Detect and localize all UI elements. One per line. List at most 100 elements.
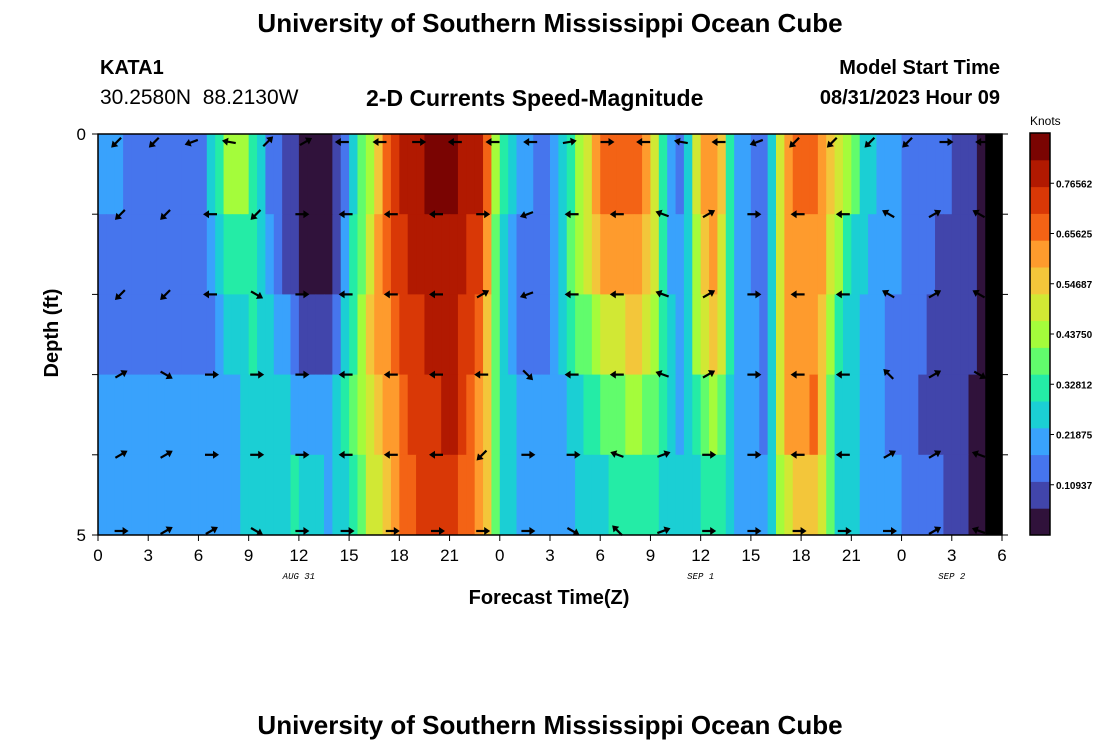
heatmap-cell bbox=[533, 374, 543, 456]
heatmap-cell bbox=[156, 454, 166, 536]
heatmap-cell bbox=[893, 374, 903, 456]
heatmap-cell bbox=[206, 374, 216, 456]
current-arrow bbox=[148, 136, 160, 148]
heatmap-cell bbox=[876, 374, 886, 456]
heatmap-cell bbox=[231, 134, 241, 215]
page-title: University of Southern Mississippi Ocean… bbox=[257, 8, 843, 38]
heatmap-cell bbox=[173, 374, 183, 456]
heatmap-cell bbox=[792, 454, 802, 536]
heatmap-cell bbox=[893, 214, 903, 295]
current-arrow bbox=[521, 526, 536, 535]
heatmap-cell bbox=[692, 214, 702, 295]
heatmap-cell bbox=[776, 134, 785, 215]
heatmap-cell bbox=[449, 134, 459, 215]
heatmap-cell bbox=[583, 134, 593, 215]
heatmap-cell bbox=[206, 134, 216, 215]
heatmap-cell bbox=[131, 454, 141, 536]
heatmap-cell bbox=[164, 134, 174, 215]
heatmap-cell bbox=[382, 454, 392, 536]
heatmap-cell bbox=[558, 214, 568, 295]
heatmap-cell bbox=[801, 294, 811, 375]
heatmap-cell bbox=[616, 214, 626, 295]
heatmap-cell bbox=[792, 374, 802, 456]
heatmap-cell bbox=[173, 134, 183, 215]
heatmap-cell bbox=[156, 214, 166, 295]
heatmap-cell bbox=[750, 294, 760, 375]
heatmap-cell bbox=[909, 214, 919, 295]
heatmap-cell bbox=[123, 214, 133, 295]
current-arrow bbox=[975, 138, 990, 147]
heatmap-cell bbox=[960, 374, 970, 456]
heatmap-cell bbox=[742, 374, 752, 456]
heatmap-cell bbox=[767, 454, 777, 536]
heatmap-cell bbox=[273, 294, 283, 375]
heatmap-cell bbox=[767, 134, 777, 215]
heatmap-cell bbox=[231, 454, 241, 536]
heatmap-cell bbox=[558, 374, 568, 456]
heatmap-cell bbox=[625, 374, 635, 456]
current-arrow bbox=[383, 290, 398, 299]
chart-title: 2-D Currents Speed-Magnitude bbox=[366, 85, 704, 111]
heatmap-cell bbox=[717, 454, 727, 536]
heatmap-cell bbox=[625, 134, 635, 215]
current-arrow bbox=[383, 450, 398, 459]
current-arrow bbox=[114, 526, 129, 535]
heatmap-cell bbox=[432, 214, 442, 295]
heatmap-cell bbox=[298, 374, 308, 456]
heatmap-cell bbox=[181, 214, 191, 295]
heatmap-cell bbox=[943, 214, 953, 295]
heatmap-cell bbox=[566, 214, 576, 295]
heatmap-cell bbox=[390, 374, 400, 456]
heatmap-cell bbox=[625, 454, 635, 536]
current-arrow bbox=[250, 370, 265, 379]
heatmap-cell bbox=[759, 294, 769, 375]
heatmap-cell bbox=[257, 214, 267, 295]
heatmap-cell bbox=[976, 134, 986, 215]
heatmap-cell bbox=[416, 374, 426, 456]
heatmap-cell bbox=[114, 374, 124, 456]
heatmap-cell bbox=[834, 374, 844, 456]
heatmap-cell bbox=[658, 454, 668, 536]
heatmap-cell bbox=[181, 374, 191, 456]
heatmap-cell bbox=[432, 134, 442, 215]
heatmap-cell bbox=[709, 374, 719, 456]
heatmap-cell bbox=[98, 214, 107, 295]
current-arrow bbox=[747, 370, 762, 379]
current-arrow bbox=[299, 137, 313, 146]
heatmap-cell bbox=[524, 294, 534, 375]
heatmap-cell bbox=[240, 214, 250, 295]
heatmap-cell bbox=[868, 214, 878, 295]
heatmap-cell bbox=[131, 214, 141, 295]
current-arrow bbox=[656, 450, 671, 458]
heatmap-cell bbox=[516, 374, 526, 456]
heatmap-cell bbox=[842, 454, 852, 536]
current-arrow bbox=[340, 526, 355, 535]
current-arrow bbox=[600, 138, 615, 147]
current-arrow bbox=[338, 370, 353, 379]
current-arrow bbox=[747, 526, 762, 535]
current-arrow bbox=[295, 210, 310, 219]
heatmap-cell bbox=[98, 374, 107, 456]
current-arrow bbox=[882, 289, 895, 299]
heatmap-cell bbox=[725, 294, 735, 375]
heatmap-cell bbox=[985, 374, 995, 456]
heatmap-cell bbox=[290, 374, 300, 456]
heatmap-cell bbox=[340, 374, 350, 456]
current-arrow bbox=[205, 526, 218, 535]
heatmap-cell bbox=[583, 374, 593, 456]
current-arrow bbox=[702, 526, 717, 535]
heatmap-cell bbox=[499, 294, 509, 375]
current-arrow bbox=[519, 211, 534, 219]
current-arrow bbox=[928, 209, 942, 219]
heatmap-cell bbox=[809, 454, 819, 536]
heatmap-cell bbox=[231, 294, 241, 375]
y-tick-label: 0 bbox=[77, 125, 86, 144]
heatmap-cell bbox=[550, 294, 559, 375]
current-arrow bbox=[295, 526, 310, 535]
current-arrow bbox=[609, 290, 624, 299]
heatmap-cell bbox=[508, 294, 518, 375]
heatmap-cell bbox=[901, 374, 911, 456]
heatmap-cell bbox=[801, 214, 811, 295]
heatmap-cell bbox=[776, 454, 785, 536]
heatmap-cell bbox=[759, 134, 769, 215]
